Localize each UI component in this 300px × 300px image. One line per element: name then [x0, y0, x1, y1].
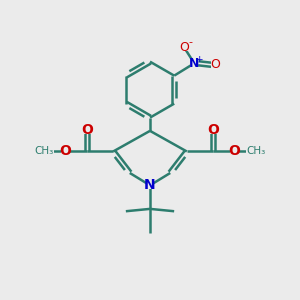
Text: O: O	[211, 58, 220, 71]
Text: N: N	[189, 57, 200, 70]
FancyBboxPatch shape	[146, 181, 154, 190]
Text: O: O	[60, 145, 71, 158]
Text: O: O	[229, 145, 240, 158]
FancyBboxPatch shape	[82, 126, 91, 134]
FancyBboxPatch shape	[209, 126, 218, 134]
Text: -: -	[188, 37, 192, 47]
Text: O: O	[207, 123, 219, 137]
Text: +: +	[195, 55, 202, 64]
Text: CH₃: CH₃	[246, 146, 265, 157]
FancyBboxPatch shape	[246, 147, 265, 156]
FancyBboxPatch shape	[35, 147, 54, 156]
FancyBboxPatch shape	[190, 59, 198, 68]
Text: CH₃: CH₃	[35, 146, 54, 157]
FancyBboxPatch shape	[230, 147, 238, 156]
Text: O: O	[179, 40, 189, 54]
Text: N: N	[144, 178, 156, 192]
FancyBboxPatch shape	[211, 61, 220, 69]
Text: O: O	[81, 123, 93, 137]
FancyBboxPatch shape	[61, 147, 70, 156]
FancyBboxPatch shape	[180, 43, 188, 51]
